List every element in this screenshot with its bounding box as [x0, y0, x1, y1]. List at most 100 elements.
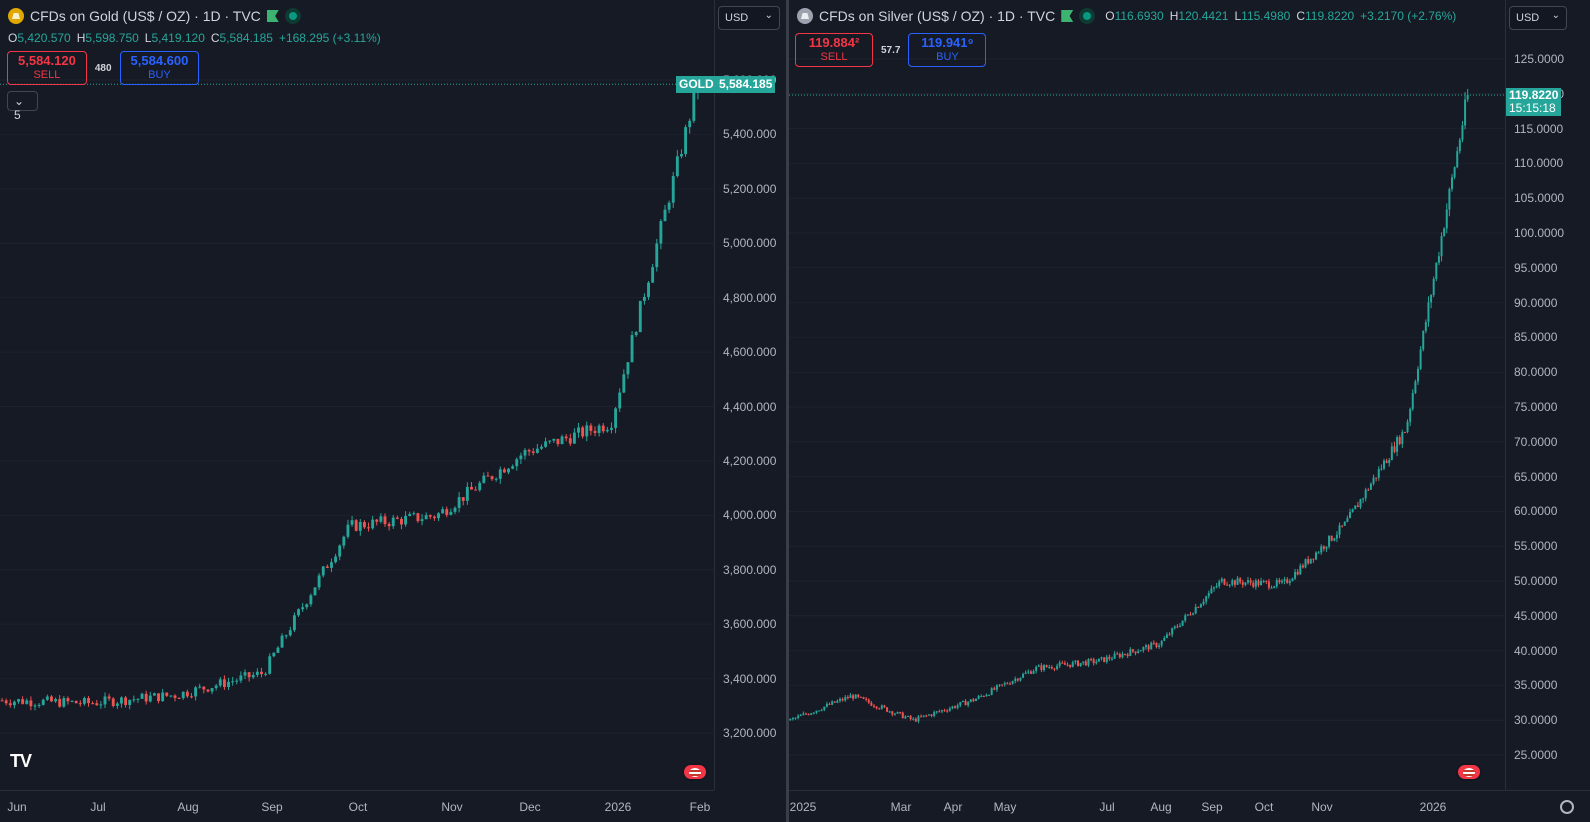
candle-body: [482, 475, 486, 483]
candle-body: [982, 695, 985, 697]
candle-body: [111, 698, 115, 706]
silver-chart-pane[interactable]: CFDs on Silver (US$ / OZ) · 1D · TVC O11…: [789, 0, 1590, 822]
candle-body: [87, 698, 90, 704]
tradingview-logo[interactable]: TV: [10, 751, 32, 771]
candle-body: [1139, 650, 1142, 652]
candle-body: [1254, 580, 1257, 587]
silver-currency-select[interactable]: USD ⌄: [1509, 6, 1567, 30]
us-flag-icon[interactable]: [1456, 763, 1482, 781]
price-tick-label: 125.0000: [1514, 52, 1565, 66]
candle-body: [854, 694, 857, 699]
candle-body: [375, 519, 379, 522]
candle-body: [391, 517, 395, 527]
silver-trade-box: 119.884² SELL 57.7 119.941⁹ BUY: [795, 33, 987, 67]
candle-body: [1108, 656, 1111, 659]
candle-body: [818, 710, 821, 712]
candle-body: [37, 704, 41, 706]
candle-body: [1192, 613, 1195, 615]
candle-body: [260, 671, 263, 675]
candle-body: [1283, 579, 1286, 581]
gold-chart-pane[interactable]: CFDs on Gold (US$ / OZ) · 1D · TVC O5,42…: [0, 0, 786, 822]
flag-icon[interactable]: [266, 10, 279, 22]
gold-sell-button[interactable]: 5,584.120 SELL: [7, 51, 87, 85]
price-tick-label: 60.0000: [1514, 504, 1558, 519]
candle-body: [1223, 578, 1226, 585]
candle-body: [812, 712, 815, 714]
price-tick-label: 90.0000: [1514, 295, 1558, 310]
candle-body: [622, 374, 626, 393]
candle-body: [1061, 662, 1064, 664]
gold-sell-label: SELL: [33, 69, 61, 81]
candle-body: [1220, 578, 1223, 582]
candle-body: [1111, 658, 1113, 660]
candle-body: [190, 696, 193, 698]
price-tick-label: 4,000.000: [723, 508, 777, 523]
candle-body: [1048, 667, 1051, 669]
pane-divider[interactable]: [786, 0, 789, 822]
gold-title[interactable]: CFDs on Gold (US$ / OZ) · 1D · TVC: [30, 8, 261, 24]
price-tick-label: 3,800.000: [723, 562, 777, 577]
gold-ohlc: O5,420.570 H5,598.750 L5,419.120 C5,584.…: [8, 31, 381, 45]
us-flag-icon[interactable]: [682, 763, 708, 781]
candle-body: [1045, 665, 1048, 668]
candle-body: [618, 392, 622, 409]
candle-body: [1236, 578, 1239, 585]
collapse-indicators-button[interactable]: ⌄ 5: [7, 91, 38, 122]
candle-body: [634, 332, 638, 336]
candle-body: [1165, 634, 1168, 638]
candle-body: [1171, 628, 1174, 635]
candle-body: [846, 697, 849, 699]
time-tick-label: Sep: [261, 800, 283, 814]
candle-body: [1333, 538, 1336, 541]
silver-buy-button[interactable]: 119.941⁹ BUY: [908, 33, 987, 67]
candle-body: [852, 695, 855, 699]
silver-price-axis[interactable]: 125.0000120.0000115.0000110.0000105.0000…: [1505, 0, 1590, 790]
candle-body: [805, 713, 807, 715]
price-tick-label: 115.0000: [1514, 121, 1564, 136]
candle-body: [1304, 559, 1307, 568]
candle-body: [1043, 665, 1045, 670]
candle-body: [1215, 586, 1218, 588]
silver-time-axis[interactable]: 2025 Mar Apr May Jul Aug Sep Oct Nov 2026: [789, 790, 1590, 822]
price-tick-label: 4,800.000: [723, 290, 777, 305]
candle-body: [1029, 671, 1032, 674]
flag-icon[interactable]: [1061, 10, 1074, 22]
gold-price-axis[interactable]: 5,600.0005,400.0005,200.0005,000.0004,80…: [714, 0, 786, 790]
candle-body: [893, 713, 896, 715]
candle-body: [959, 701, 962, 706]
candle-body: [371, 519, 375, 529]
silver-sell-button[interactable]: 119.884² SELL: [795, 33, 873, 67]
gold-buy-button[interactable]: 5,584.600 BUY: [119, 51, 200, 85]
gold-candlestick-plot[interactable]: [0, 0, 714, 790]
candle-body: [1401, 432, 1404, 444]
gear-icon[interactable]: [1560, 800, 1574, 814]
candle-body: [1260, 580, 1263, 586]
candle-body: [1281, 580, 1283, 583]
candle-body: [601, 425, 605, 432]
candle-body: [998, 684, 1001, 686]
gold-currency-select[interactable]: USD ⌄: [718, 6, 780, 30]
candle-body: [1014, 678, 1017, 682]
candle-body: [247, 672, 251, 678]
candle-body: [128, 699, 132, 705]
candle-body: [432, 516, 436, 519]
candle-body: [465, 486, 469, 501]
candle-body: [1024, 672, 1027, 674]
silver-candlestick-plot[interactable]: [789, 0, 1505, 790]
candle-body: [647, 282, 650, 297]
candle-body: [1158, 645, 1161, 648]
candle-body: [346, 524, 350, 537]
candle-body: [120, 697, 123, 704]
candle-body: [148, 695, 152, 702]
candle-body: [95, 703, 99, 706]
candle-body: [177, 697, 181, 699]
gold-time-axis[interactable]: Jun Jul Aug Sep Oct Nov Dec 2026 Feb: [0, 790, 714, 822]
silver-title[interactable]: CFDs on Silver (US$ / OZ) · 1D · TVC: [819, 8, 1056, 24]
time-tick-label: 2026: [1419, 800, 1447, 814]
candle-body: [54, 699, 58, 702]
candle-body: [132, 699, 136, 701]
candle-body: [1432, 278, 1435, 296]
candle-body: [836, 700, 839, 703]
silver-close: 119.8220: [1305, 9, 1355, 23]
candle-body: [527, 450, 531, 452]
